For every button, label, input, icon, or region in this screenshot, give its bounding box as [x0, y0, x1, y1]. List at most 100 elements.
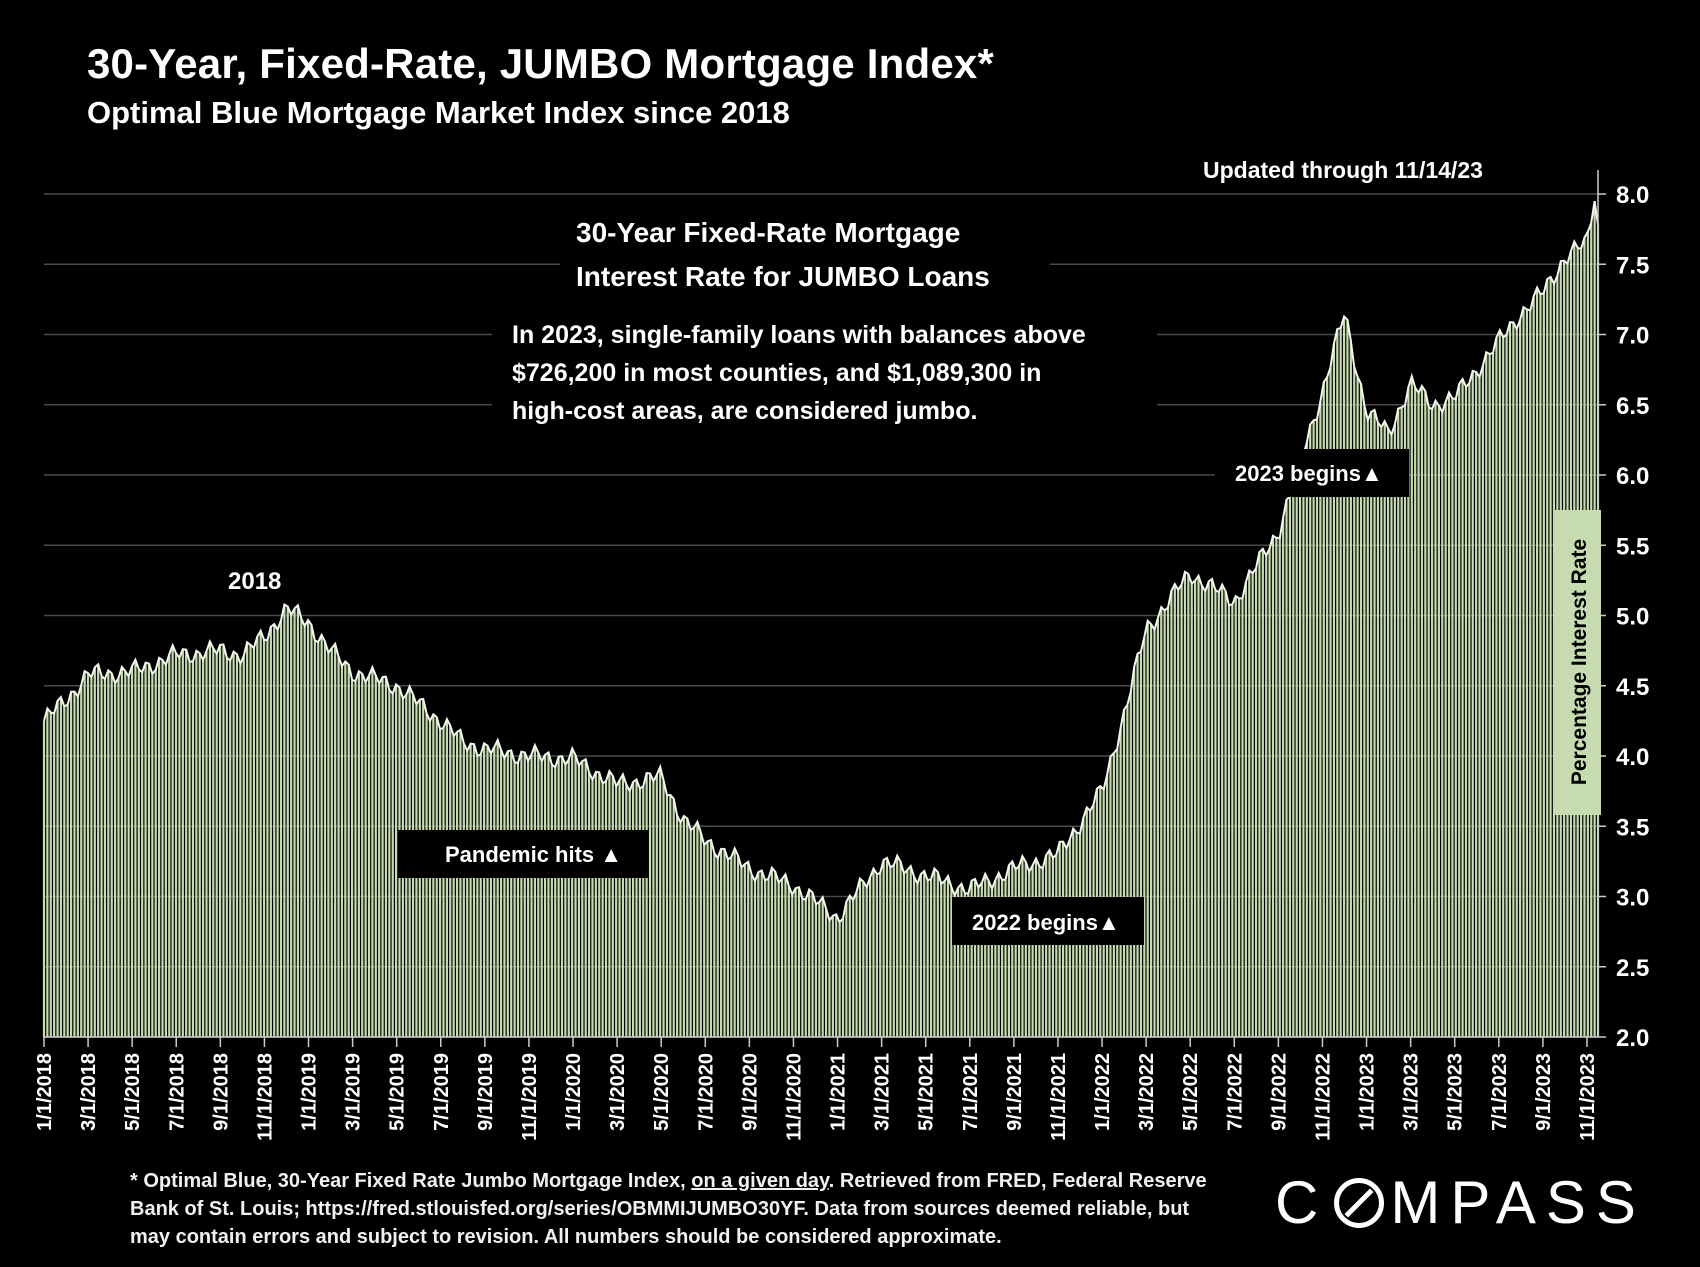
- rate-bar: [916, 883, 919, 1037]
- rate-bar: [1542, 293, 1545, 1037]
- rate-bar: [445, 719, 448, 1037]
- rate-bar: [1339, 327, 1342, 1038]
- rate-bar: [659, 766, 662, 1037]
- rate-bar: [350, 679, 354, 1037]
- rate-bar: [1349, 340, 1352, 1038]
- x-tick-label: 5/1/2018: [122, 1053, 144, 1131]
- rate-bar: [1376, 422, 1380, 1037]
- rate-bar: [100, 676, 103, 1037]
- rate-bar: [1488, 354, 1491, 1037]
- rate-bar: [1322, 381, 1325, 1037]
- rate-bar: [428, 720, 432, 1037]
- rate-bar: [1444, 402, 1447, 1038]
- y-tick-label: 8.0: [1616, 182, 1649, 209]
- compass-logo: C MPASS: [1275, 1168, 1646, 1237]
- rate-bar: [134, 659, 137, 1037]
- x-tick-label: 3/1/2020: [607, 1053, 629, 1131]
- rate-bar: [960, 883, 963, 1037]
- footnote-text-pre: * Optimal Blue, 30-Year Fixed Rate Jumbo…: [130, 1170, 692, 1192]
- rate-bar: [936, 872, 939, 1037]
- rate-bar: [252, 648, 256, 1037]
- x-tick-label: 11/1/2021: [1048, 1053, 1070, 1141]
- rate-bar: [557, 756, 560, 1037]
- rate-bar: [926, 880, 929, 1037]
- rate-bar: [469, 743, 472, 1037]
- rate-bar: [1380, 427, 1383, 1037]
- rate-bar: [1468, 383, 1471, 1037]
- rate-bar: [205, 651, 208, 1037]
- rate-bar: [1512, 322, 1515, 1037]
- rate-bar: [601, 783, 604, 1037]
- rate-bar: [1160, 607, 1163, 1037]
- x-tick-label: 3/1/2019: [343, 1053, 365, 1131]
- rate-bar: [510, 750, 513, 1037]
- rate-bar: [1522, 307, 1525, 1038]
- rate-bar: [1397, 408, 1400, 1037]
- rate-bar: [730, 857, 733, 1037]
- rate-bar: [987, 880, 990, 1037]
- rate-bar: [550, 764, 553, 1037]
- rate-bar: [699, 832, 702, 1037]
- rate-bar: [533, 745, 537, 1037]
- rate-bar: [371, 667, 374, 1037]
- rate-bar: [1275, 537, 1278, 1037]
- x-tick-label: 3/1/2022: [1136, 1053, 1158, 1131]
- rate-bar: [716, 858, 719, 1037]
- rate-bar: [1251, 573, 1254, 1037]
- rate-bar: [723, 849, 726, 1037]
- rate-bar: [1485, 352, 1488, 1037]
- rate-bar: [1038, 866, 1041, 1037]
- rate-bar: [1207, 581, 1210, 1037]
- rate-bar: [818, 902, 821, 1037]
- rate-bar: [1007, 865, 1011, 1037]
- rate-bar: [1224, 591, 1227, 1037]
- rate-bar: [940, 883, 943, 1037]
- rate-bar: [868, 877, 872, 1037]
- rate-bar: [1021, 856, 1024, 1037]
- rate-bar: [174, 653, 178, 1037]
- rate-bar: [164, 664, 167, 1037]
- page-title: 30-Year, Fixed-Rate, JUMBO Mortgage Inde…: [87, 40, 994, 87]
- rate-bar: [1471, 370, 1474, 1037]
- x-tick-label: 7/1/2022: [1224, 1053, 1246, 1131]
- rate-bar: [1177, 589, 1180, 1037]
- rate-bar: [283, 604, 286, 1037]
- rate-bar: [1475, 372, 1478, 1037]
- rate-bar: [896, 855, 899, 1037]
- rate-bar: [540, 761, 543, 1037]
- rate-bar: [516, 763, 520, 1037]
- x-tick-label: 11/1/2018: [254, 1053, 276, 1141]
- rate-bar: [625, 784, 628, 1037]
- rate-bar: [242, 655, 245, 1037]
- rate-bar: [120, 666, 123, 1037]
- rate-bar: [560, 756, 564, 1037]
- rate-bar: [191, 661, 195, 1037]
- rate-bar: [215, 653, 218, 1037]
- rate-bar: [59, 697, 63, 1037]
- rate-bar: [1420, 386, 1424, 1038]
- rate-bar: [76, 696, 79, 1037]
- rate-bar: [665, 795, 669, 1037]
- rate-bar: [1549, 276, 1552, 1038]
- rate-bar: [872, 868, 875, 1037]
- rate-bar: [306, 619, 310, 1037]
- rate-bar: [777, 882, 780, 1037]
- rate-bar: [1031, 865, 1034, 1037]
- rate-bar: [1539, 294, 1542, 1037]
- rate-bar: [1041, 868, 1044, 1037]
- rate-bar: [208, 641, 211, 1037]
- rate-bar: [858, 878, 862, 1037]
- rate-bar: [1525, 309, 1529, 1038]
- rate-bar: [1149, 624, 1153, 1037]
- rate-bar: [564, 764, 567, 1037]
- rate-bar: [340, 666, 344, 1037]
- rate-bar: [780, 878, 784, 1037]
- rate-bar: [703, 844, 706, 1037]
- rate-bar: [1014, 869, 1017, 1037]
- rate-bar: [906, 870, 909, 1037]
- rate-bar: [574, 755, 577, 1037]
- rate-bar: [1400, 407, 1403, 1037]
- rate-bar: [300, 618, 303, 1037]
- rate-bar: [80, 685, 83, 1037]
- y-tick-label: 3.0: [1616, 885, 1649, 912]
